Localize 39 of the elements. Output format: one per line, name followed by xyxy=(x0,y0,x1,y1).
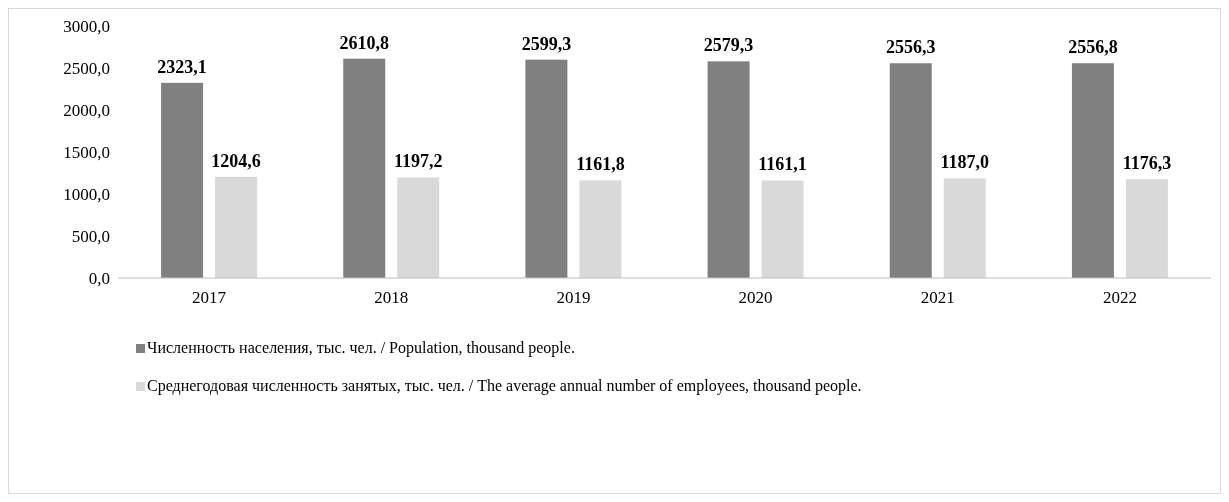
bar xyxy=(579,180,622,278)
bar xyxy=(161,82,204,278)
bar xyxy=(889,63,932,278)
y-tick-label: 3000,0 xyxy=(63,16,110,36)
data-label: 2556,8 xyxy=(1068,37,1118,58)
bar xyxy=(525,59,568,278)
bar xyxy=(1071,63,1114,278)
data-label: 1187,0 xyxy=(940,152,990,173)
legend-label: Среднегодовая численность занятых, тыс. чел. / The average annual number of employees, thousand people. xyxy=(147,377,862,395)
bar xyxy=(343,58,386,278)
bar xyxy=(215,176,258,278)
bar xyxy=(397,177,440,278)
y-tick-label: 500,0 xyxy=(71,226,110,246)
x-tick-label: 2020 xyxy=(738,288,773,307)
data-label: 1161,1 xyxy=(758,154,807,175)
bar xyxy=(707,61,750,278)
data-label: 1176,3 xyxy=(1122,153,1172,174)
y-tick-label: 1500,0 xyxy=(63,142,110,162)
data-label: 1197,2 xyxy=(393,151,443,172)
y-tick-label: 1000,0 xyxy=(63,184,110,204)
data-label: 2579,3 xyxy=(703,35,754,56)
data-label: 2599,3 xyxy=(521,33,572,54)
data-label: 1161,8 xyxy=(576,154,625,175)
bar xyxy=(943,178,986,278)
data-label: 2323,1 xyxy=(157,56,207,77)
y-tick-label: 2000,0 xyxy=(63,100,110,120)
data-label: 2610,8 xyxy=(339,32,389,53)
x-tick-label: 2018 xyxy=(374,288,409,307)
y-tick-label: 0,0 xyxy=(88,268,110,288)
legend-label: Численность населения, тыс. чел. / Population, thousand people. xyxy=(147,339,575,357)
data-label: 1204,6 xyxy=(211,150,261,171)
bar xyxy=(1125,179,1168,278)
y-tick-label: 2500,0 xyxy=(63,58,110,78)
x-tick-label: 2022 xyxy=(1102,288,1137,307)
bar xyxy=(761,180,804,278)
data-label: 2556,3 xyxy=(886,37,936,58)
x-tick-label: 2019 xyxy=(556,288,591,307)
x-tick-label: 2021 xyxy=(920,288,955,307)
x-tick-label: 2017 xyxy=(192,288,227,307)
